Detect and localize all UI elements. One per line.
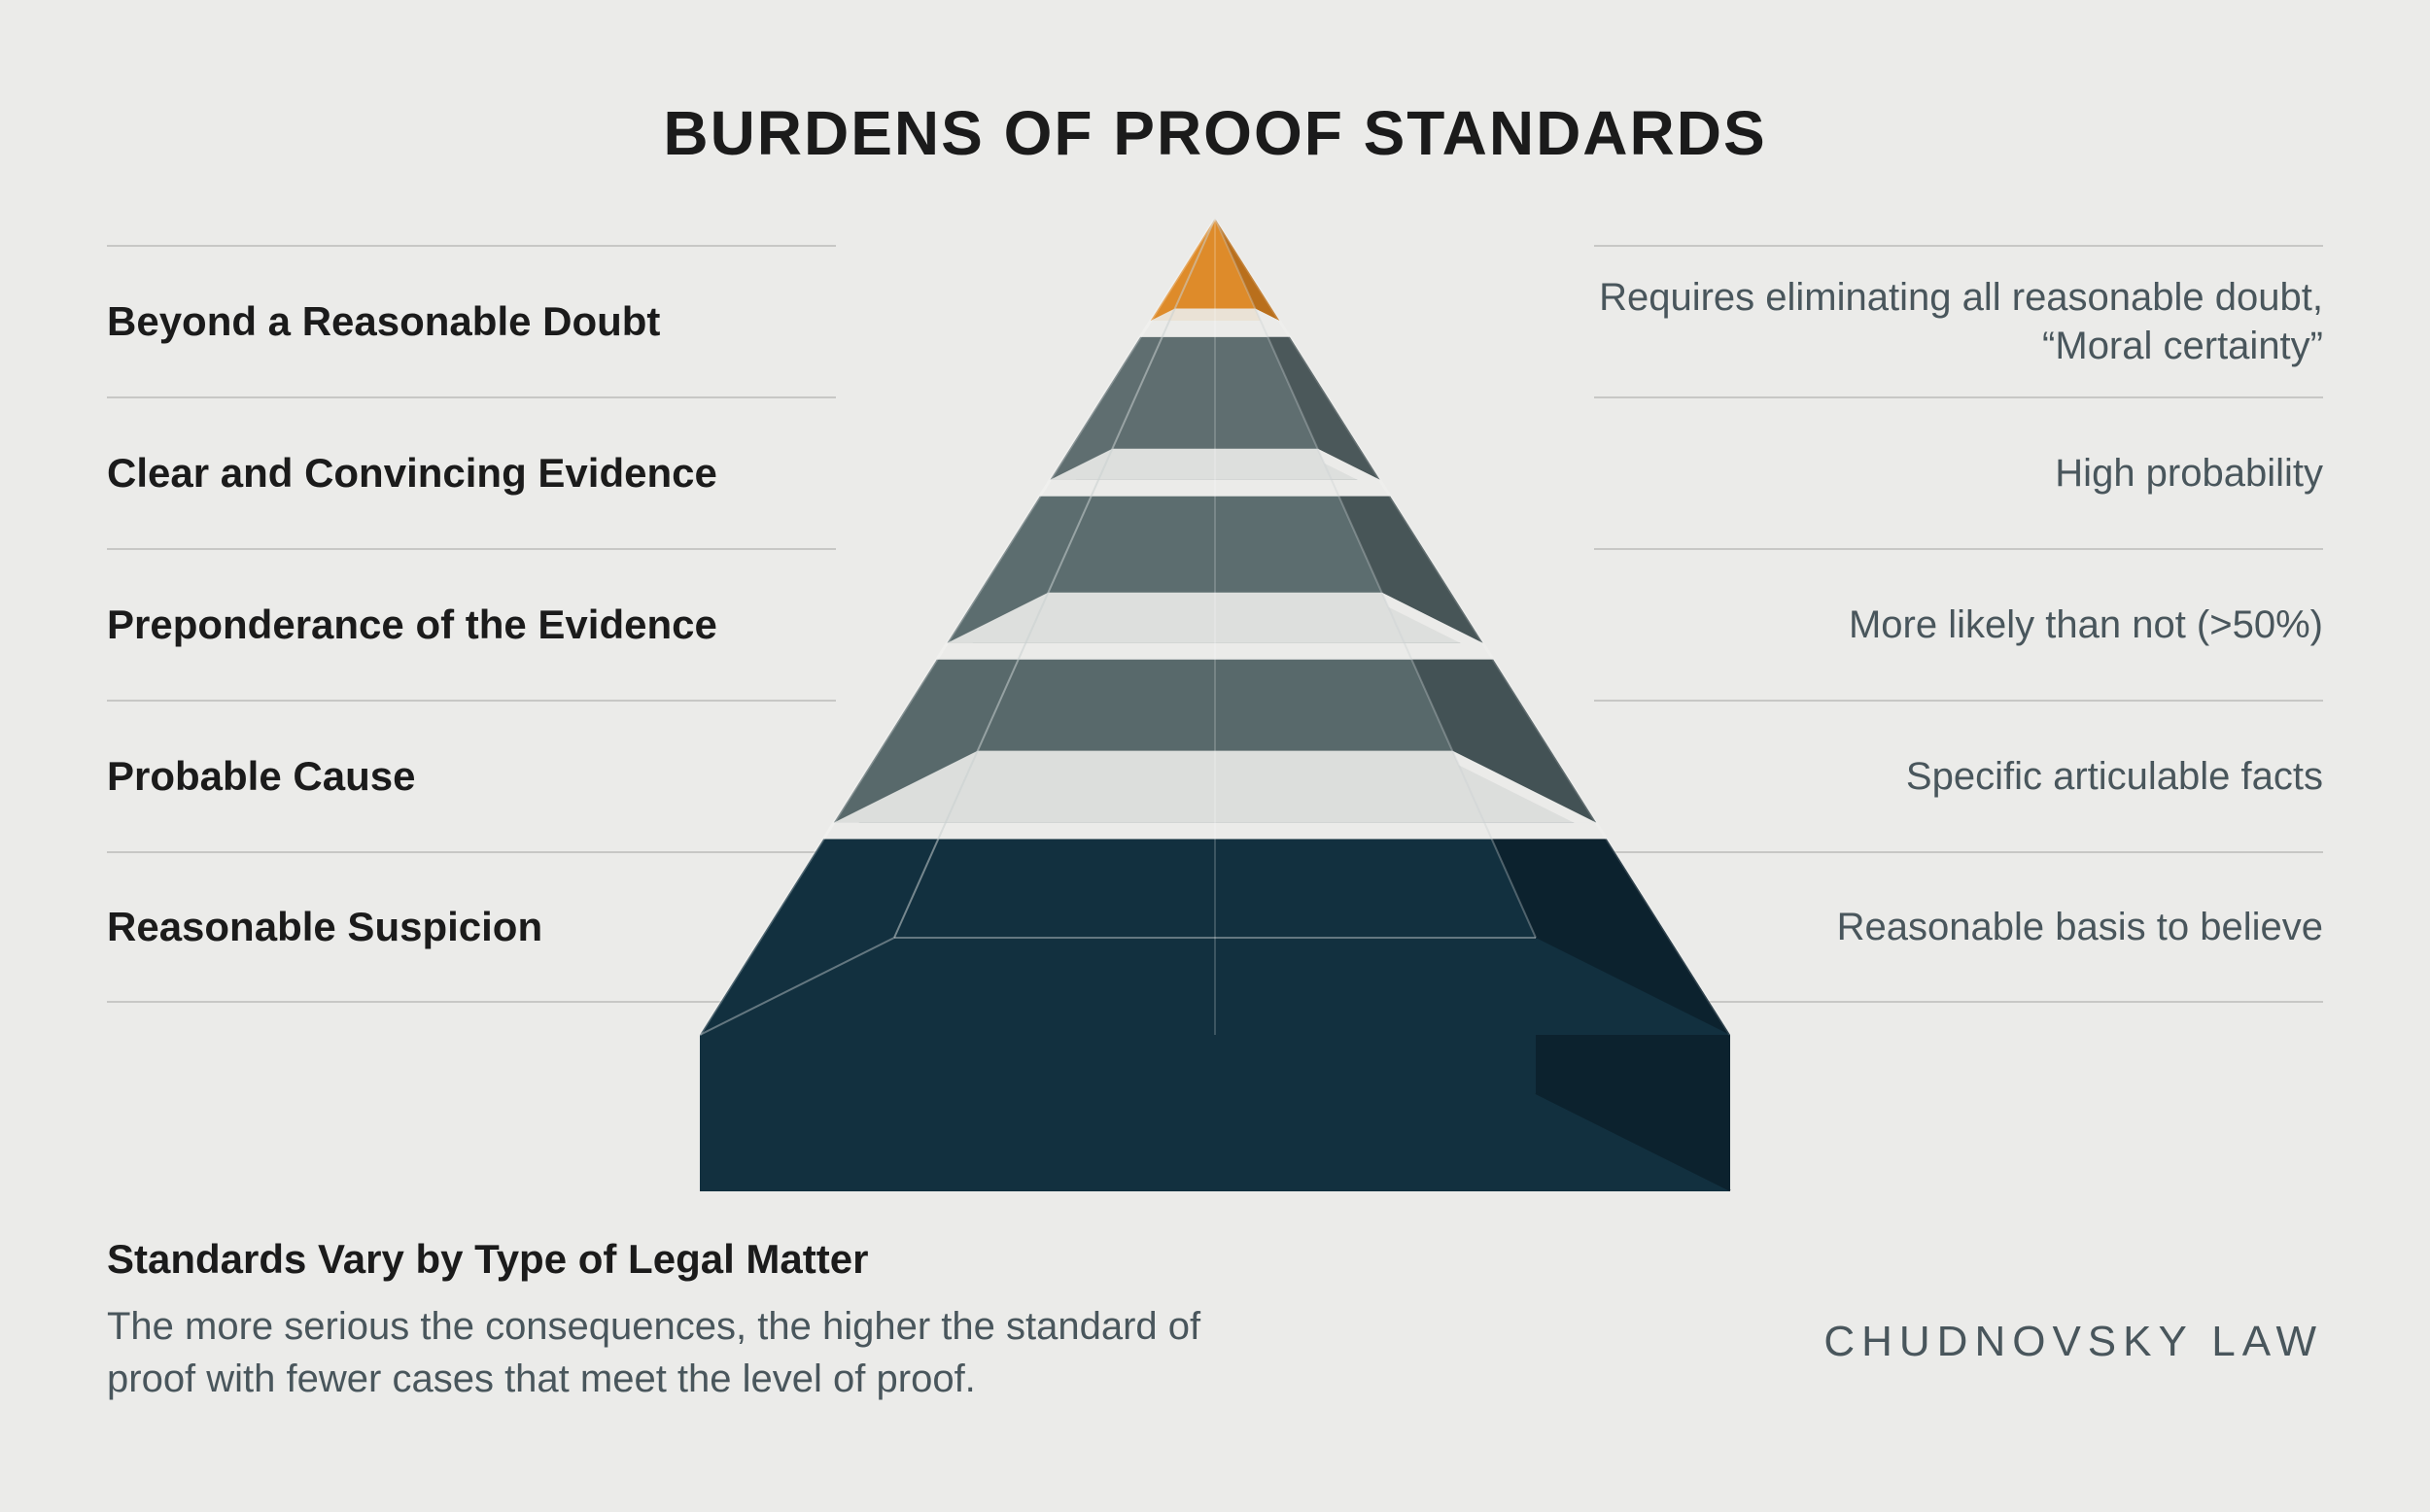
footer-heading: Standards Vary by Type of Legal Matter <box>107 1236 1273 1283</box>
pyramid-diagram <box>642 219 1788 1249</box>
footer-body: The more serious the consequences, the h… <box>107 1300 1273 1405</box>
infographic-canvas: BURDENS OF PROOF STANDARDS Beyond a Reas… <box>0 0 2430 1512</box>
standard-name: Beyond a Reasonable Doubt <box>107 298 660 345</box>
footer-note: Standards Vary by Type of Legal Matter T… <box>107 1236 1273 1405</box>
standard-name: Clear and Convincing Evidence <box>107 450 717 497</box>
standard-description: Specific articulable facts <box>1906 752 2323 801</box>
standard-name: Preponderance of the Evidence <box>107 601 717 648</box>
page-title: BURDENS OF PROOF STANDARDS <box>0 97 2430 169</box>
brand-wordmark: CHUDNOVSKY LAW <box>1823 1318 2323 1366</box>
standard-description: Reasonable basis to believe <box>1837 903 2323 951</box>
pyramid-svg <box>642 219 1788 1249</box>
standard-name: Probable Cause <box>107 753 415 800</box>
standard-description: High probability <box>2055 449 2323 498</box>
standard-description: More likely than not (>50%) <box>1849 601 2323 649</box>
standard-name: Reasonable Suspicion <box>107 904 542 950</box>
